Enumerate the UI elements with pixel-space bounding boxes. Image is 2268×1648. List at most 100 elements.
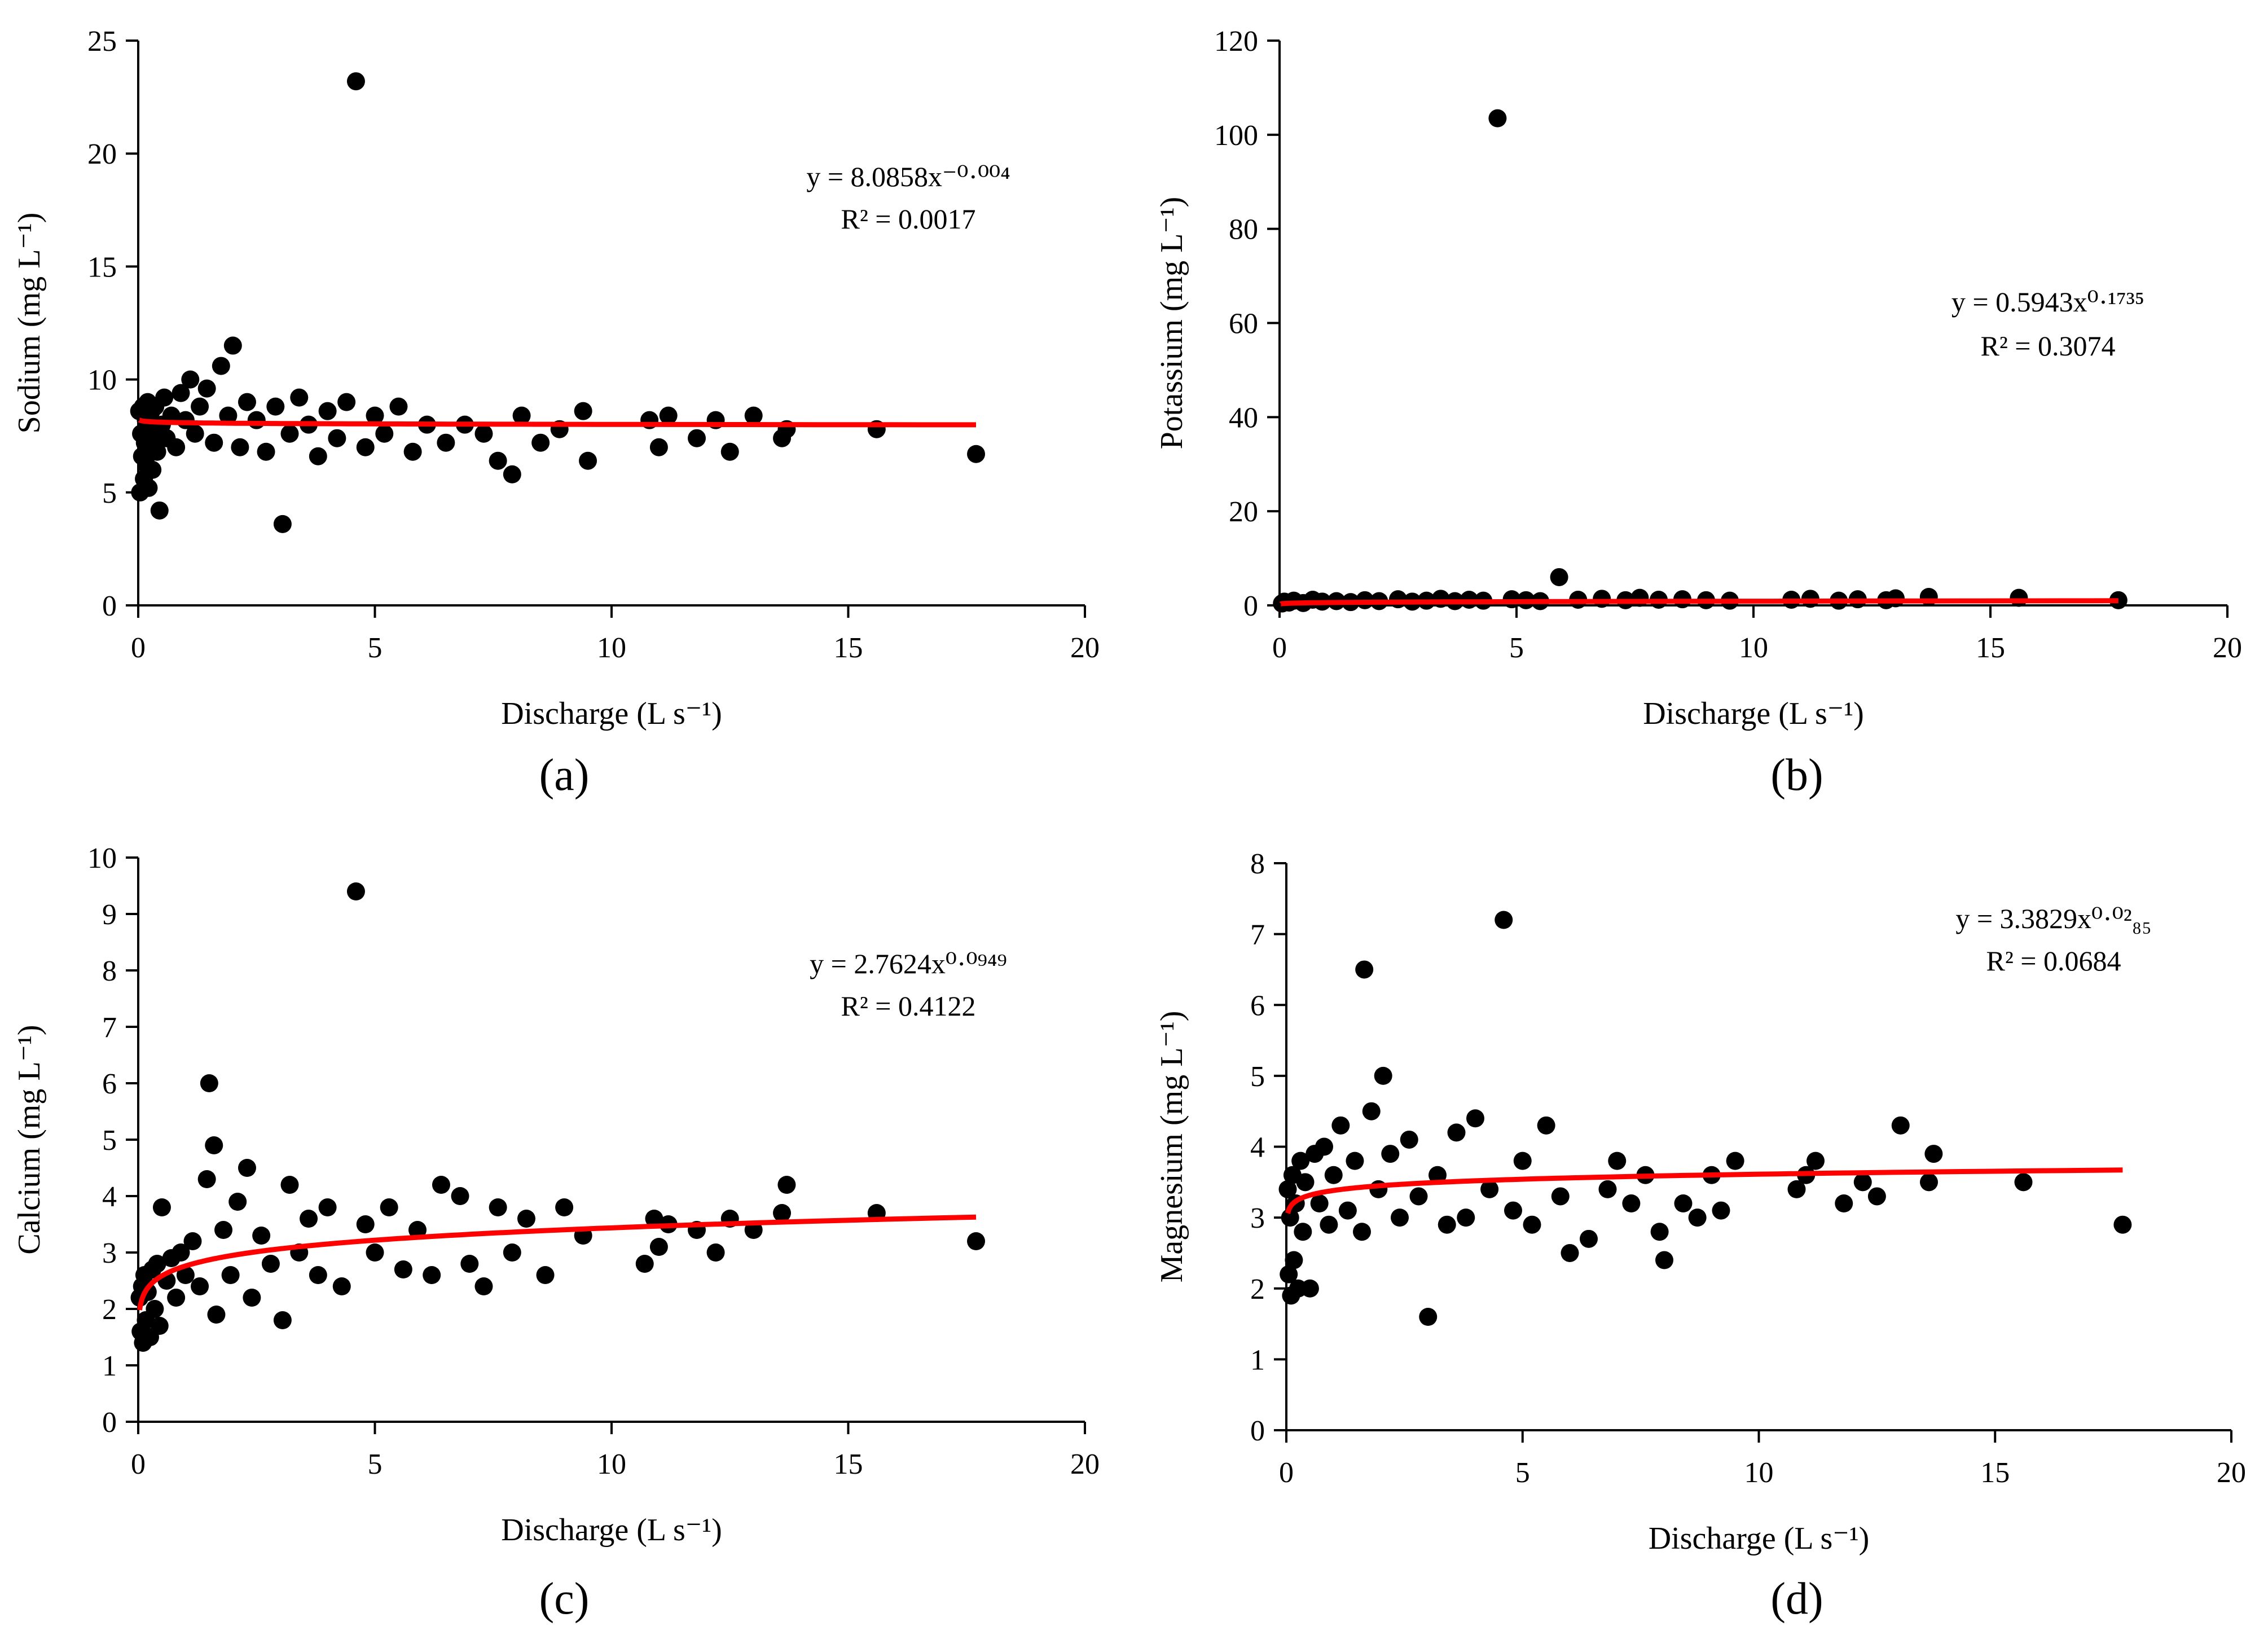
data-point	[337, 393, 356, 411]
x-axis-title: Discharge (L s⁻¹)	[1649, 1521, 1870, 1556]
data-point	[223, 336, 242, 355]
y-tick-label: 100	[1214, 120, 1258, 152]
data-point	[205, 433, 223, 452]
data-point	[1674, 1194, 1693, 1212]
data-point	[261, 1255, 280, 1273]
data-point	[1513, 1152, 1532, 1170]
y-tick-label: 60	[1229, 308, 1258, 340]
x-tick-label: 10	[1739, 632, 1768, 664]
y-tick-label: 9	[102, 899, 117, 931]
data-point	[2010, 588, 2028, 607]
panel-label: (a)	[539, 750, 590, 800]
data-point	[460, 1255, 479, 1273]
data-point	[155, 388, 174, 407]
data-point	[706, 1243, 725, 1262]
data-point	[172, 1243, 190, 1262]
x-tick-label: 20	[1070, 632, 1100, 664]
data-point	[150, 1317, 169, 1335]
data-point	[238, 393, 256, 411]
x-tick-label: 15	[1980, 1457, 2010, 1489]
y-tick-label: 2	[102, 1294, 117, 1326]
y-tick-label: 1	[102, 1350, 117, 1382]
data-point	[967, 1232, 986, 1250]
data-point	[1920, 1173, 1938, 1192]
y-tick-label: 0	[102, 590, 117, 622]
y-tick-label: 8	[1250, 848, 1265, 880]
y-tick-label: 5	[1250, 1061, 1265, 1093]
data-point	[512, 406, 531, 425]
data-point	[212, 357, 230, 375]
y-tick-label: 40	[1229, 402, 1258, 434]
x-tick-label: 0	[1279, 1457, 1294, 1489]
data-point	[659, 406, 678, 425]
data-point	[1278, 1180, 1297, 1198]
y-tick-label: 0	[1250, 1415, 1265, 1447]
x-tick-label: 15	[834, 1448, 863, 1480]
x-tick-label: 5	[1515, 1457, 1530, 1489]
x-tick-label: 0	[131, 1448, 146, 1480]
data-point	[167, 1289, 186, 1307]
chart-panel-4: 0 1 2 3 4 5 6 7 8 0 5 10 15 20 Discharge (L s⁻¹) Magnes…	[1154, 848, 2246, 1624]
data-point	[273, 1311, 292, 1329]
data-point	[1712, 1201, 1730, 1220]
trendline-fit	[137, 1214, 977, 1312]
y-tick-label: 15	[87, 251, 117, 283]
y-tick-label: 10	[87, 842, 117, 874]
panel-label: (c)	[539, 1574, 590, 1624]
y-tick-label: 2	[1250, 1273, 1265, 1306]
y-tick-label: 4	[102, 1181, 117, 1213]
y-tick-label: 20	[87, 138, 117, 170]
y-axis-title: Magnesium (mg L⁻¹)	[1154, 1011, 1189, 1283]
y-tick-label: 20	[1229, 496, 1258, 528]
y-tick-label: 5	[102, 477, 117, 509]
data-point	[139, 478, 158, 497]
data-point	[474, 424, 493, 443]
trendline-equation: y = 0.5943x⁰·¹⁷³⁵	[1951, 286, 2144, 318]
data-point	[243, 1289, 261, 1307]
data-point	[318, 402, 337, 420]
data-point	[1787, 1180, 1806, 1198]
data-point	[252, 1227, 271, 1245]
data-point	[1281, 1208, 1299, 1227]
data-point	[1391, 1208, 1409, 1227]
data-point	[1480, 1180, 1499, 1198]
data-point	[300, 1210, 318, 1228]
r-squared-label: R² = 0.0684	[1986, 945, 2121, 977]
y-tick-label: 0	[1243, 590, 1258, 622]
y-tick-label: 10	[87, 364, 117, 397]
data-point	[346, 72, 365, 91]
data-point	[1537, 1116, 1555, 1135]
y-tick-label: 25	[87, 25, 117, 58]
data-point	[1374, 1066, 1392, 1085]
data-point	[1580, 1229, 1598, 1248]
x-tick-label: 5	[1509, 632, 1524, 664]
trendline-equation: y = 3.3829x⁰·⁰²₈₅	[1955, 903, 2151, 934]
data-point	[394, 1260, 412, 1278]
data-point	[1353, 1223, 1371, 1241]
data-point	[1593, 590, 1611, 608]
data-point	[205, 1136, 223, 1154]
data-point	[1630, 588, 1649, 607]
data-point	[266, 397, 285, 416]
y-axis-title: Potassium (mg L⁻¹)	[1154, 197, 1189, 450]
data-point	[1296, 1173, 1315, 1192]
trendline-equation: y = 8.0858x⁻⁰·⁰⁰⁴	[806, 161, 1010, 192]
data-point	[432, 1176, 450, 1194]
data-point	[649, 1238, 668, 1256]
data-point	[489, 451, 507, 470]
data-point	[366, 1243, 384, 1262]
data-point	[228, 1193, 247, 1211]
data-point	[219, 406, 238, 425]
data-point	[1362, 1102, 1381, 1120]
y-tick-label: 3	[1250, 1202, 1265, 1234]
data-point	[356, 1215, 375, 1233]
data-point	[1355, 960, 1374, 979]
data-point	[280, 424, 299, 443]
data-point	[1310, 1194, 1329, 1212]
data-point	[451, 1187, 469, 1205]
data-point	[273, 515, 292, 533]
x-tick-label: 20	[2213, 632, 2242, 664]
data-point	[1867, 1187, 1886, 1206]
data-point	[967, 445, 986, 463]
